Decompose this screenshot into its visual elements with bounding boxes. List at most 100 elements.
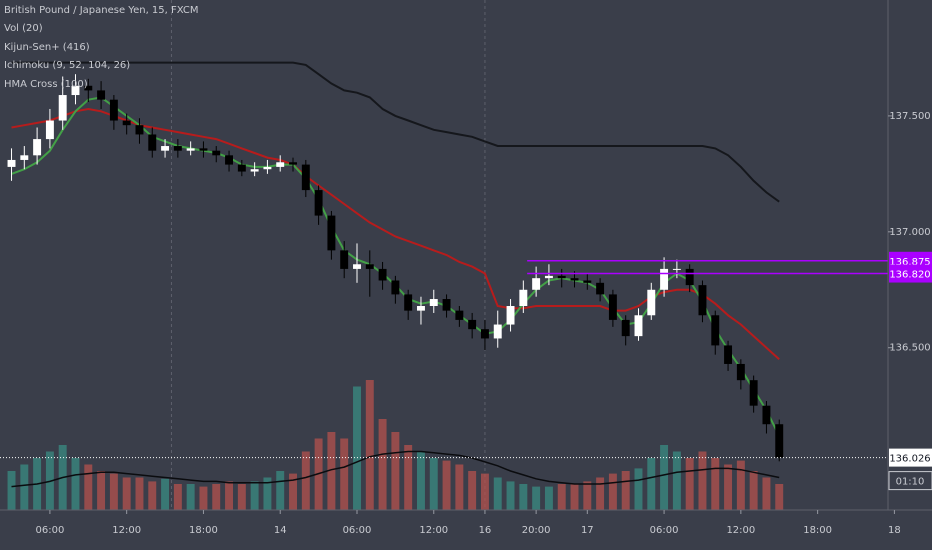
candle-body [775,424,784,458]
y-tick-label: 137.500 [889,111,930,122]
volume-bar [173,484,182,510]
y-tick-label: 136.500 [889,343,930,354]
candle-body [340,250,349,269]
legend-entry: Vol (20) [4,23,43,34]
volume-bar [468,471,477,510]
candle-body [45,120,54,140]
x-tick-label: 20:00 [522,525,551,536]
axes: 136.875 136.820 136.026 01:10 137.500 137.000… [35,111,932,536]
volume-bar [660,445,669,510]
volume-bar [596,477,605,510]
volume-bar [506,481,515,510]
candle-body [608,294,617,320]
countdown-tag [888,471,932,491]
volume-bar [570,484,579,510]
candle-body [468,319,477,330]
candle-body [417,306,425,311]
x-tick-label: 18:00 [189,525,218,536]
candle-body [429,299,438,306]
candle-body [404,294,413,311]
volume-bar [749,471,758,510]
last-price-tag [889,448,932,467]
candle-body [711,315,720,346]
candle-body [20,155,29,160]
volume-bar [711,458,720,510]
legend-entry: HMA Cross (100) [4,79,88,90]
candle-body [199,148,208,151]
candle-body [58,95,67,121]
candle-body [519,289,528,306]
volume-bar [391,432,400,510]
volume-bar [186,484,195,510]
volume-bar [353,386,361,510]
candle-body [148,134,157,151]
x-tick-label: 18:00 [803,525,832,536]
candle-body [596,282,605,295]
x-tick-label: 06:00 [343,525,372,536]
candle-body [660,268,669,290]
volume-bar [647,458,656,510]
candle-body [493,324,502,339]
last-price-label: 136.026 [889,454,930,465]
candle-body [736,363,745,381]
volume-bar [237,484,246,510]
candle-body [225,155,234,165]
volume-bar [250,481,259,510]
candle-body [698,285,707,316]
volume-bar [685,458,694,510]
countdown-label: 01:10 [896,477,925,488]
candle-body [391,280,400,295]
volume-bar [557,484,566,510]
volume-bar [762,477,771,510]
chart-title: British Pound / Japanese Yen, 15, FXCM [4,5,199,16]
candle-body [263,166,272,170]
volume-ma-line [11,450,780,488]
candle-body [749,380,758,406]
candle-body [455,310,464,320]
volume-bar [225,481,234,510]
volume-bar [404,445,413,510]
x-tick-label: 17 [581,525,594,536]
x-tick-label: 18 [888,525,901,536]
candle-body [672,268,681,270]
level-price-label: 136.875 [889,257,930,268]
volume-bar [544,486,553,510]
volume-bar [378,419,387,510]
volume-bar [161,478,170,510]
volume-bar [122,477,131,510]
candle-body [276,162,285,167]
candle-body [557,275,566,279]
candle-body [212,150,221,156]
candle-body [161,146,170,151]
y-tick-label: 137.000 [889,227,930,238]
level-price-tag [889,264,932,283]
volume-bar [276,471,285,510]
volume-bar [634,468,643,510]
volume-bar [7,471,16,510]
plot-area [0,0,888,510]
volume-bar [480,473,489,510]
x-tick-label: 14 [274,525,287,536]
candle-body [685,268,694,286]
candle-body [762,405,771,425]
legend-entry: Kijun-Sen+ (416) [4,42,90,53]
volume-bar [263,477,272,510]
candle-body [583,280,592,283]
volume-bar [301,451,310,510]
candle-body [327,215,336,251]
volume-bar [736,460,745,510]
volume-bar [724,464,733,510]
candle-body [634,315,643,337]
volume-bar [532,486,541,510]
candle-body [506,306,515,325]
indicator-line [11,61,780,203]
volume-bar [84,464,93,510]
candle-body [301,164,310,191]
candle-body [621,319,630,337]
volume-bar [417,451,425,510]
volume-bar [327,432,336,510]
candle-body [84,85,93,91]
candle-body [7,159,16,167]
